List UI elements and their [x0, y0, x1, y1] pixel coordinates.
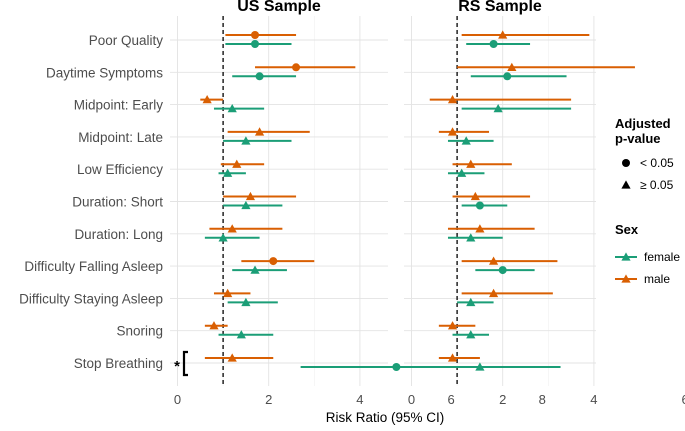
- legend-pvalue-title-line-2: p-value: [615, 131, 661, 146]
- point-triangle-us-sample-female-duration-long: [218, 233, 228, 242]
- legend-sex-label-male: male: [644, 272, 670, 286]
- point-triangle-rs-sample-male-difficulty-falling-asleep: [488, 256, 499, 265]
- point-triangle-rs-sample-female-duration-long: [466, 233, 476, 242]
- y-category-label-difficulty-falling-asleep: Difficulty Falling Asleep: [24, 259, 163, 274]
- point-triangle-us-sample-male-midpoint-late: [254, 127, 265, 136]
- point-triangle-rs-sample-male-snoring: [447, 321, 458, 330]
- x-tick-label: 4: [590, 392, 597, 407]
- x-axis-title: Risk Ratio (95% CI): [326, 410, 445, 425]
- legend-pvalue-title: Adjusted p-value: [615, 116, 671, 146]
- point-triangle-us-sample-female-difficulty-staying-asleep: [241, 297, 251, 307]
- point-triangle-us-sample-female-duration-short: [241, 200, 251, 210]
- significance-asterisk: *: [174, 358, 180, 375]
- legend-pvalue-label-triangle: ≥ 0.05: [640, 178, 674, 192]
- point-triangle-us-sample-male-duration-long: [227, 224, 237, 233]
- significance-bracket: [182, 350, 188, 377]
- point-triangle-us-sample-male-snoring: [209, 321, 219, 330]
- point-triangle-us-sample-male-difficulty-staying-asleep: [223, 288, 233, 298]
- reference-lines-layer: [222, 16, 458, 386]
- point-triangle-rs-sample-female-snoring: [466, 330, 476, 339]
- point-triangle-us-sample-female-low-efficiency: [223, 168, 233, 177]
- point-triangle-rs-sample-male-daytime-symptoms: [507, 62, 517, 71]
- grid-layer: [170, 16, 596, 386]
- point-triangle-us-sample-female-midpoint-late: [241, 136, 251, 145]
- y-category-label-difficulty-staying-asleep: Difficulty Staying Asleep: [19, 291, 163, 306]
- legend-key-marker-female: [621, 252, 631, 261]
- x-tick-label: 6: [681, 392, 685, 407]
- legend-layer: Adjusted p-value < 0.05 ≥ 0.05 Sex female male: [615, 116, 680, 286]
- x-tick-label: 6: [447, 392, 454, 407]
- point-triangle-rs-sample-male-duration-long: [475, 224, 485, 233]
- x-tick-label: 2: [265, 392, 272, 407]
- point-circle-us-sample-female-poor-quality: [251, 40, 260, 48]
- panel-background: [404, 16, 596, 386]
- point-circle-us-sample-female-daytime-symptoms: [255, 72, 264, 81]
- y-category-label-snoring: Snoring: [116, 324, 163, 339]
- legend-pvalue-label-circle: < 0.05: [640, 156, 674, 170]
- x-tick-label: 2: [499, 392, 506, 407]
- point-circle-rs-sample-female-duration-short: [475, 201, 484, 210]
- legend-key-marker-male: [621, 274, 631, 283]
- point-circle-rs-sample-female-daytime-symptoms: [503, 72, 512, 81]
- point-triangle-us-sample-male-duration-short: [245, 191, 256, 201]
- legend-triangle-key: [621, 180, 631, 189]
- point-triangle-us-sample-male-low-efficiency: [232, 159, 242, 168]
- point-triangle-rs-sample-male-midpoint-early: [447, 95, 458, 104]
- point-circle-us-sample-male-difficulty-falling-asleep: [269, 257, 278, 266]
- point-triangle-rs-sample-male-difficulty-staying-asleep: [488, 288, 499, 298]
- x-tick-label: 4: [356, 392, 363, 407]
- x-tick-label: 0: [174, 392, 181, 407]
- panel-background: [170, 16, 388, 386]
- point-triangle-rs-sample-male-duration-short: [470, 191, 480, 201]
- point-triangle-us-sample-male-stop-breathing: [227, 353, 237, 362]
- y-category-label-stop-breathing: Stop Breathing: [74, 356, 163, 371]
- y-category-label-daytime-symptoms: Daytime Symptoms: [46, 65, 163, 80]
- point-triangle-rs-sample-male-stop-breathing: [447, 353, 458, 362]
- panel-title-rs-sample: RS Sample: [458, 0, 542, 15]
- legend-sex-title: Sex: [615, 222, 639, 237]
- legend-circle-key: [622, 159, 630, 167]
- point-circle-rs-sample-female-poor-quality: [489, 40, 498, 48]
- point-triangle-rs-sample-female-midpoint-late: [461, 136, 471, 145]
- point-triangle-us-sample-female-difficulty-falling-asleep: [250, 265, 260, 274]
- legend-pvalue-title-line-1: Adjusted: [615, 116, 671, 131]
- point-circle-us-sample-female-stop-breathing: [392, 363, 401, 371]
- point-triangle-rs-sample-male-midpoint-late: [447, 127, 458, 136]
- point-triangle-us-sample-female-midpoint-early: [227, 104, 237, 113]
- point-triangle-us-sample-female-snoring: [236, 330, 246, 339]
- y-category-label-low-efficiency: Low Efficiency: [77, 162, 163, 177]
- y-category-label-midpoint-late: Midpoint: Late: [78, 130, 163, 145]
- point-triangle-rs-sample-female-low-efficiency: [457, 168, 467, 177]
- data-marks-layer: [200, 30, 635, 371]
- y-category-label-poor-quality: Poor Quality: [89, 33, 164, 48]
- y-category-label-duration-short: Duration: Short: [72, 195, 163, 210]
- point-circle-rs-sample-female-difficulty-falling-asleep: [498, 266, 507, 275]
- point-circle-us-sample-male-daytime-symptoms: [292, 63, 301, 72]
- y-category-label-duration-long: Duration: Long: [74, 227, 163, 242]
- point-triangle-us-sample-male-midpoint-early: [202, 95, 212, 104]
- x-tick-label: 8: [539, 392, 546, 407]
- point-triangle-rs-sample-female-midpoint-early: [493, 104, 503, 113]
- y-category-label-midpoint-early: Midpoint: Early: [74, 98, 164, 113]
- point-triangle-rs-sample-male-low-efficiency: [466, 159, 476, 168]
- point-triangle-rs-sample-female-stop-breathing: [475, 362, 485, 371]
- legend-sex-label-female: female: [644, 250, 680, 264]
- x-tick-label: 0: [408, 392, 415, 407]
- point-circle-us-sample-male-poor-quality: [251, 31, 260, 39]
- panel-title-us-sample: US Sample: [237, 0, 321, 15]
- point-triangle-rs-sample-female-difficulty-staying-asleep: [466, 297, 476, 307]
- point-triangle-rs-sample-male-poor-quality: [498, 30, 508, 39]
